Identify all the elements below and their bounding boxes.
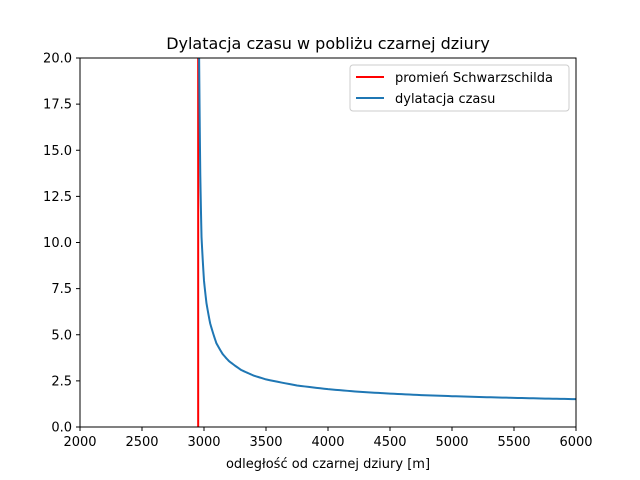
legend-box: [349, 64, 570, 112]
y-tick-label: 12.5: [43, 190, 72, 205]
x-tick-label: 6000: [559, 435, 592, 450]
legend-label-schwarzschild: promień Schwarzschilda: [395, 71, 553, 86]
y-tick-label: 0.0: [51, 421, 72, 436]
x-tick-label: 3500: [249, 435, 282, 450]
plot-frame: [79, 57, 577, 428]
y-tick-label: 20.0: [43, 52, 72, 67]
chart-title: Dylatacja czasu w pobliżu czarnej dziury: [166, 34, 490, 53]
x-tick-label: 5000: [435, 435, 468, 450]
x-tick-label: 2000: [63, 435, 96, 450]
legend-label-time-dilation: dylatacja czasu: [395, 92, 495, 107]
x-tick-label: 4500: [373, 435, 406, 450]
series-layer: [197, 58, 576, 427]
y-tick-label: 2.5: [51, 374, 72, 389]
x-tick-label: 3000: [187, 435, 220, 450]
time-dilation-curve: [198, 58, 576, 401]
x-axis-label: odległość od czarnej dziury [m]: [226, 457, 430, 472]
y-tick-label: 17.5: [43, 98, 72, 113]
x-tick-label: 2500: [125, 435, 158, 450]
y-tick-label: 10.0: [43, 236, 72, 251]
y-axis: 0.0 2.5 5.0 7.5 10.0 12.5 15.0 17.5 20.0: [43, 52, 80, 436]
y-tick-label: 5.0: [51, 328, 72, 343]
x-tick-label: 4000: [311, 435, 344, 450]
y-tick-label: 15.0: [43, 144, 72, 159]
x-tick-label: 5500: [497, 435, 530, 450]
legend: promień Schwarzschilda dylatacja czasu: [349, 64, 570, 112]
x-axis: 2000 2500 3000 3500 4000 4500 5000 5500 6000: [63, 427, 593, 450]
y-tick-label: 7.5: [51, 282, 72, 297]
